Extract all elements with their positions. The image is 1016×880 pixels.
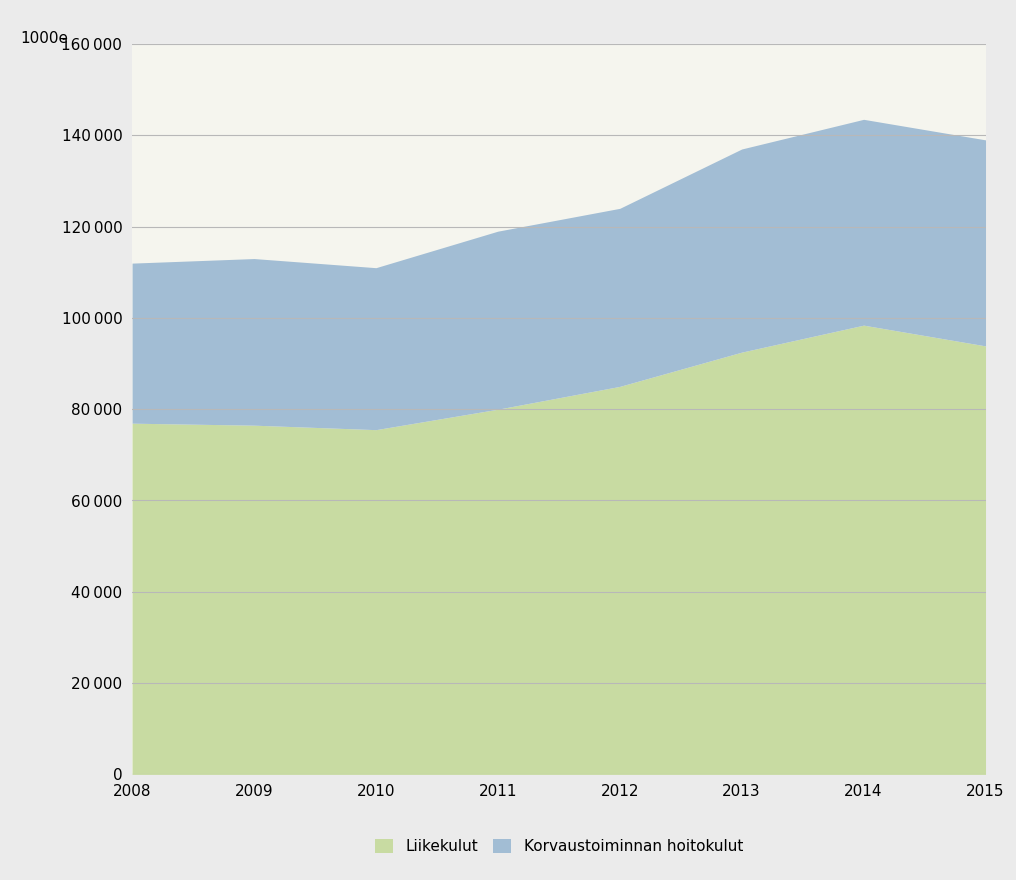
Legend: Liikekulut, Korvaustoiminnan hoitokulut: Liikekulut, Korvaustoiminnan hoitokulut	[369, 833, 749, 861]
Text: 1000e: 1000e	[20, 31, 68, 46]
